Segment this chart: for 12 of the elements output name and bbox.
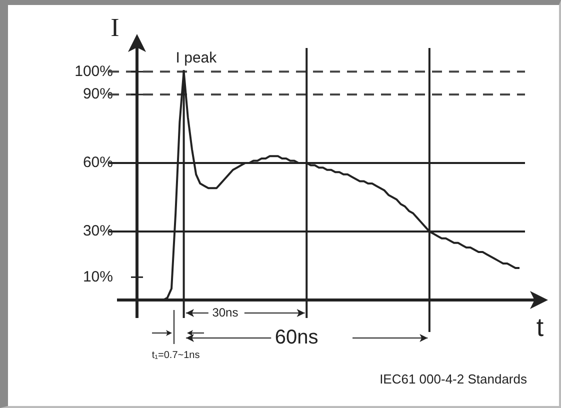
text: 30ns [212,305,238,320]
annotation: I peak [176,49,218,66]
y-tick-label: 90% [82,86,113,103]
text: t₁=0.7~1ns [152,350,200,361]
y-tick-label: 10% [82,268,113,286]
text: IEC61 000-4-2 Standards [380,372,528,387]
y-tick-label: 60% [82,154,113,172]
y-tick-label: 100% [74,62,113,80]
x-axis-title: t [536,312,544,342]
y-axis-title: I [110,13,120,42]
text: 60ns [274,326,318,349]
y-tick-label: 30% [82,222,113,240]
